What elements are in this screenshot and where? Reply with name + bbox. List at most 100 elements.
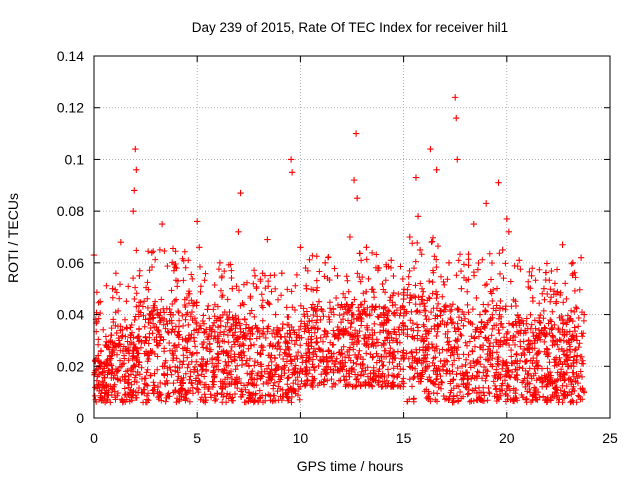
data-point bbox=[222, 350, 230, 357]
data-point bbox=[352, 130, 360, 137]
data-point bbox=[288, 169, 296, 176]
data-point bbox=[400, 295, 407, 303]
data-point bbox=[470, 220, 477, 228]
data-point bbox=[328, 350, 335, 357]
data-point bbox=[196, 244, 203, 251]
data-point bbox=[185, 332, 193, 339]
data-point bbox=[489, 363, 496, 370]
x-tick-label: 20 bbox=[499, 430, 515, 446]
data-point bbox=[132, 145, 139, 153]
x-tick-label: 0 bbox=[90, 430, 98, 446]
data-point bbox=[381, 337, 389, 344]
data-point bbox=[204, 306, 211, 313]
data-point bbox=[278, 270, 286, 277]
data-point bbox=[284, 388, 292, 396]
data-point bbox=[515, 257, 523, 264]
data-point bbox=[534, 350, 541, 357]
data-point bbox=[357, 311, 364, 318]
data-point bbox=[229, 285, 236, 292]
data-point bbox=[503, 215, 510, 223]
data-point bbox=[334, 272, 341, 279]
data-point bbox=[416, 246, 424, 254]
data-point bbox=[131, 187, 138, 194]
data-point bbox=[293, 337, 300, 344]
data-point bbox=[117, 238, 125, 246]
data-point bbox=[239, 391, 246, 398]
y-tick-labels: 0 0.02 0.04 0.06 0.08 0.1 0.12 0.14 bbox=[57, 48, 84, 426]
data-point bbox=[453, 114, 460, 122]
x-tick-label: 10 bbox=[293, 430, 309, 446]
data-point bbox=[454, 156, 461, 163]
data-point bbox=[154, 383, 162, 391]
data-point bbox=[158, 220, 166, 228]
y-tick-label: 0.02 bbox=[57, 358, 84, 374]
data-point bbox=[268, 376, 275, 383]
data-point bbox=[346, 233, 354, 241]
data-point bbox=[553, 298, 560, 305]
data-point bbox=[509, 337, 517, 344]
data-point bbox=[439, 363, 447, 370]
data-point bbox=[522, 383, 529, 391]
data-point bbox=[198, 363, 205, 370]
data-point bbox=[433, 166, 440, 173]
data-point bbox=[125, 350, 133, 357]
data-point bbox=[130, 207, 137, 215]
data-point bbox=[340, 363, 347, 370]
data-point bbox=[299, 368, 306, 375]
data-point bbox=[363, 244, 370, 251]
data-point bbox=[394, 363, 401, 370]
data-point bbox=[136, 272, 143, 279]
data-point bbox=[287, 156, 295, 163]
data-point bbox=[142, 337, 149, 344]
data-point bbox=[350, 176, 358, 184]
y-tick-label: 0.04 bbox=[57, 307, 84, 323]
x-tick-label: 15 bbox=[396, 430, 412, 446]
data-point bbox=[160, 363, 168, 370]
data-point bbox=[375, 264, 383, 272]
data-point bbox=[101, 363, 108, 370]
data-point bbox=[421, 337, 428, 344]
data-point bbox=[505, 228, 513, 236]
data-point bbox=[412, 174, 420, 181]
data-point bbox=[406, 233, 413, 241]
data-point bbox=[388, 257, 395, 264]
y-tick-label: 0.14 bbox=[57, 48, 84, 64]
data-point bbox=[210, 378, 217, 385]
x-axis-title: GPS time / hours bbox=[297, 458, 404, 474]
data-point bbox=[303, 285, 310, 292]
x-tick-label: 5 bbox=[193, 430, 201, 446]
data-point bbox=[452, 94, 459, 101]
data-point bbox=[113, 368, 120, 375]
data-point bbox=[573, 337, 581, 344]
data-cloud bbox=[91, 234, 588, 406]
data-point bbox=[427, 145, 434, 153]
data-point bbox=[297, 244, 304, 251]
data-point bbox=[148, 249, 155, 256]
data-point bbox=[315, 298, 323, 305]
data-point bbox=[216, 259, 224, 267]
y-tick-label: 0.08 bbox=[57, 203, 84, 219]
data-point bbox=[235, 228, 242, 236]
data-point bbox=[569, 259, 577, 267]
data-point bbox=[173, 264, 180, 272]
data-point bbox=[251, 272, 259, 279]
data-point bbox=[264, 236, 271, 243]
data-point bbox=[528, 272, 535, 279]
data-point bbox=[577, 254, 585, 261]
data-point bbox=[476, 311, 484, 318]
data-point bbox=[321, 259, 329, 267]
data-point bbox=[445, 259, 453, 267]
chart-title: Day 239 of 2015, Rate Of TEC Index for r… bbox=[192, 20, 508, 35]
grid-lines bbox=[94, 56, 610, 418]
data-point bbox=[133, 166, 140, 173]
data-point bbox=[272, 311, 279, 318]
x-tick-label: 25 bbox=[602, 430, 618, 446]
y-tick-label: 0 bbox=[76, 410, 84, 426]
plot-frame bbox=[93, 55, 611, 419]
y-axis-title: ROTI / TECUs bbox=[5, 193, 21, 283]
data-point bbox=[546, 376, 554, 383]
data-point bbox=[167, 311, 174, 318]
data-point bbox=[369, 376, 376, 383]
data-point bbox=[559, 241, 566, 248]
